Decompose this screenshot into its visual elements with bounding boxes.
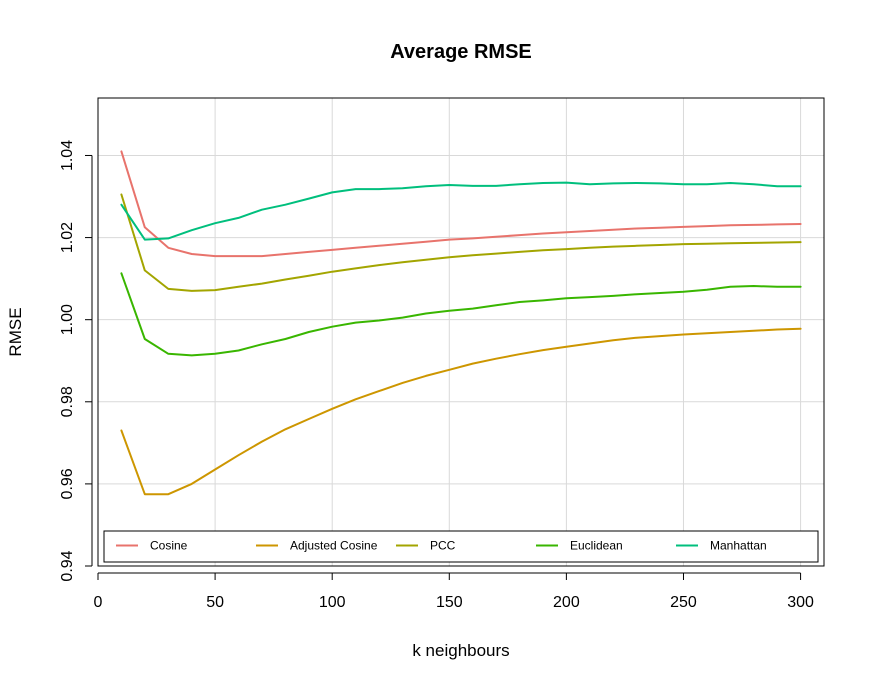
legend-label-manhattan: Manhattan [710, 539, 767, 553]
series-line-pcc [120, 193, 802, 292]
x-tick-label-0: 0 [94, 594, 103, 611]
legend-label-pcc: PCC [430, 539, 456, 553]
y-tick-label-2: 0.98 [59, 386, 76, 417]
x-tick-label-5: 250 [670, 594, 697, 611]
plot-frame [97, 97, 825, 567]
x-tick-label-2: 100 [319, 594, 346, 611]
y-tick-label-5: 1.04 [59, 140, 76, 171]
x-tick-label-1: 50 [206, 594, 224, 611]
grid-lines [97, 98, 824, 567]
legend-box [103, 530, 819, 563]
series-lines [120, 150, 802, 496]
legend: Cosine Adjusted Cosine PCC Euclidean Manhatt… [103, 530, 819, 563]
y-axis-label: RMSE [6, 307, 25, 356]
x-axis-label: k neighbours [412, 641, 509, 660]
y-tick-label-0: 0.94 [59, 550, 76, 581]
legend-label-cosine: Cosine [150, 539, 188, 553]
series-line-cosine [120, 150, 802, 258]
chart-title: Average RMSE [390, 41, 532, 63]
x-tick-label-4: 200 [553, 594, 580, 611]
x-tick-label-6: 300 [787, 594, 814, 611]
legend-label-adjusted-cosine: Adjusted Cosine [290, 539, 378, 553]
legend-label-euclidean: Euclidean [570, 539, 623, 553]
x-axis: 0 50 100 150 200 250 300 [94, 572, 814, 611]
x-tick-label-3: 150 [436, 594, 463, 611]
y-axis: 0.94 0.96 0.98 1.00 1.02 1.04 [59, 140, 93, 582]
series-line-adjusted-cosine [120, 327, 802, 496]
y-tick-label-3: 1.00 [59, 304, 76, 335]
y-tick-label-4: 1.02 [59, 222, 76, 253]
series-line-manhattan [120, 181, 802, 241]
series-line-euclidean [120, 272, 802, 357]
y-tick-label-1: 0.96 [59, 468, 76, 499]
